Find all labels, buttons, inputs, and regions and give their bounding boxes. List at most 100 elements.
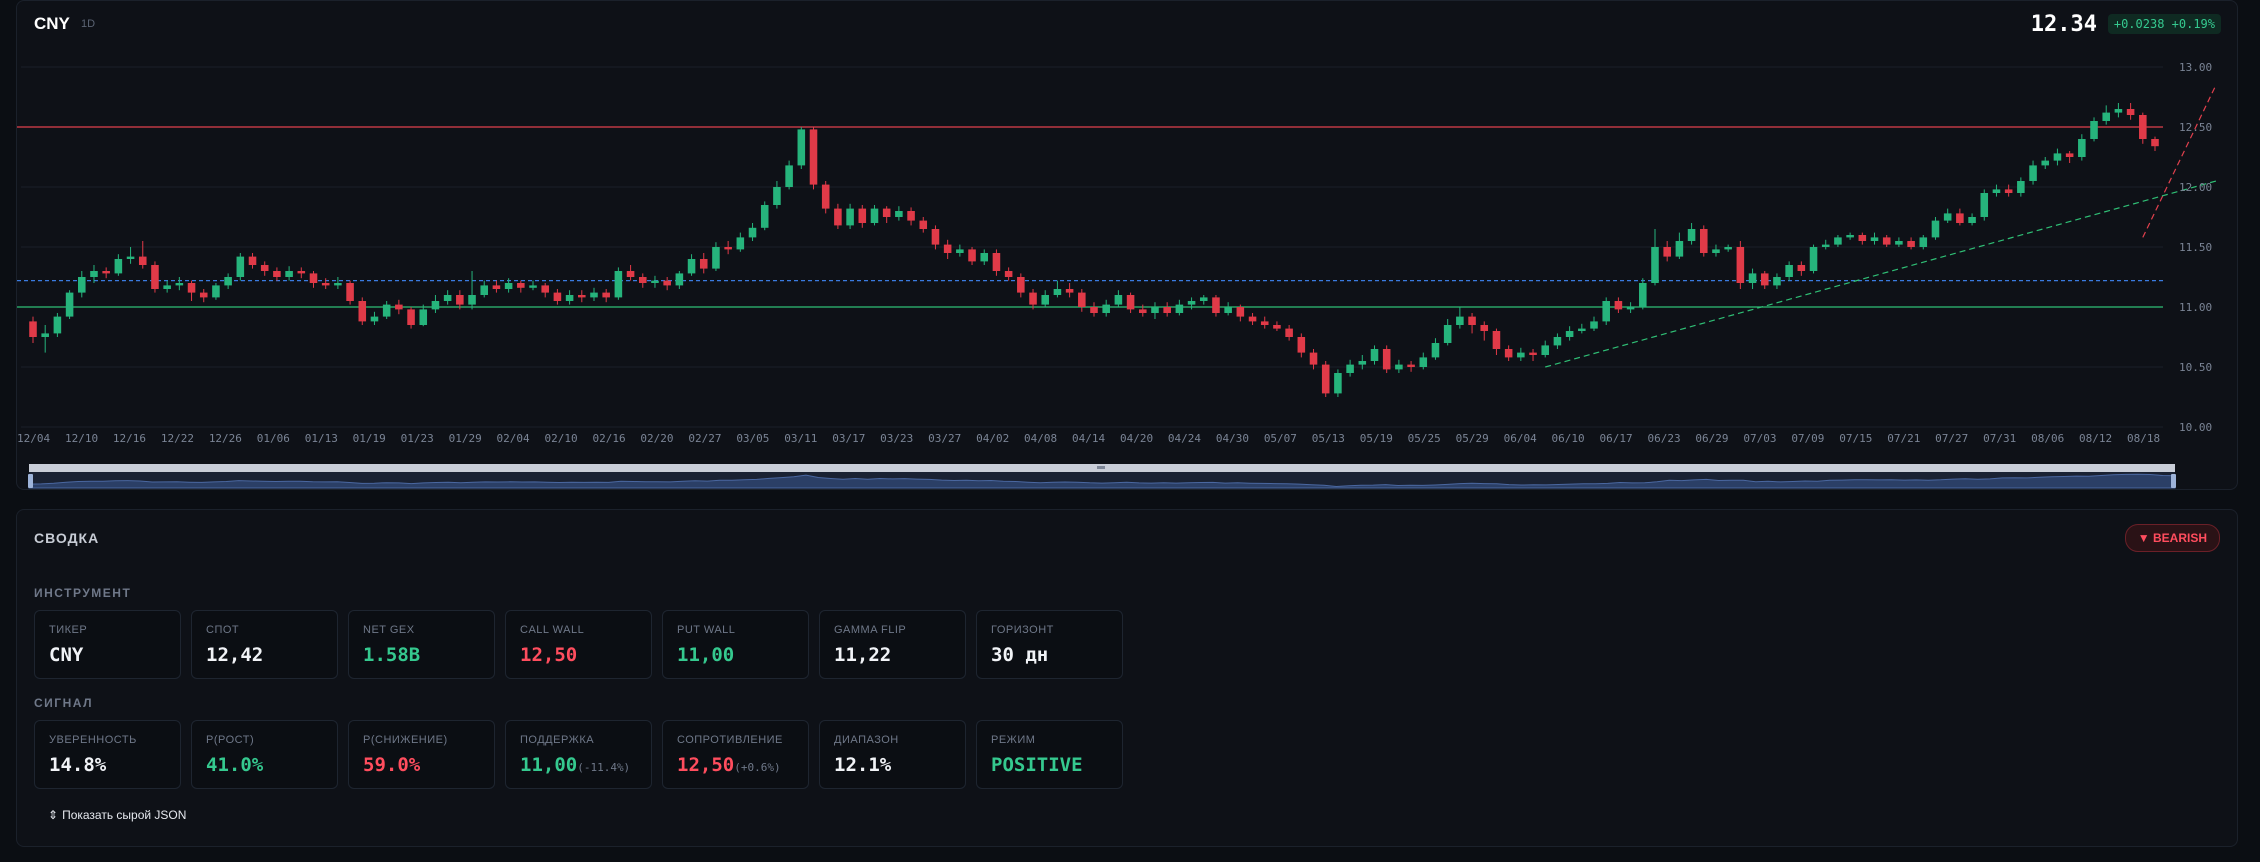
candle: [309, 271, 318, 288]
candle: [480, 280, 489, 298]
metric-value: POSITIVE: [991, 754, 1108, 776]
candle: [1931, 217, 1940, 240]
price-change-badge: +0.0238 +0.19%: [2107, 14, 2221, 34]
metric-card: ТИКЕР CNY: [34, 610, 181, 679]
candle: [1748, 268, 1757, 289]
navigator-right-handle[interactable]: [2171, 474, 2176, 488]
x-tick-label: 07/03: [1743, 432, 1776, 445]
candle: [456, 290, 464, 310]
candle: [1943, 208, 1952, 223]
candle: [1895, 237, 1903, 247]
candle: [151, 261, 159, 293]
candle: [895, 206, 903, 221]
candle: [1443, 319, 1452, 346]
candle: [1663, 241, 1671, 262]
candle: [1224, 302, 1232, 316]
y-tick-label: 11.00: [2179, 301, 2212, 314]
candle: [1212, 295, 1220, 317]
candle: [1541, 340, 1550, 358]
metric-value-text: 1.58B: [363, 644, 421, 666]
candle: [1285, 325, 1293, 341]
candle: [419, 304, 428, 327]
x-tick-label: 02/20: [640, 432, 673, 445]
candle: [1919, 235, 1928, 250]
interval-label[interactable]: 1D: [81, 18, 96, 30]
metric-value: 12,42: [206, 644, 323, 666]
x-tick-label: 05/07: [1264, 432, 1297, 445]
price-chart[interactable]: 13.00 12.50 12.00 11.50 11.00 10.50 10.00 12/0…: [17, 1, 2238, 490]
candle: [1712, 244, 1720, 257]
candle: [980, 249, 989, 265]
candle: [1797, 261, 1806, 276]
chart-header: CNY 1D 12.34 +0.0238 +0.19%: [17, 1, 2237, 47]
x-tick-label: 06/29: [1695, 432, 1728, 445]
navigator-grip-icon[interactable]: [1097, 466, 1105, 469]
candle: [468, 271, 476, 310]
metric-value-text: CNY: [49, 644, 84, 666]
metric-value: 11,00(-11.4%): [520, 754, 637, 776]
instrument-section-label: ИНСТРУМЕНТ: [34, 586, 132, 600]
candle: [1736, 241, 1745, 289]
candle: [1809, 244, 1818, 274]
candle: [41, 325, 49, 353]
candle: [1114, 290, 1123, 307]
metric-card: NET GEX 1.58B: [348, 610, 495, 679]
bias-label: BEARISH: [2152, 531, 2207, 545]
candle: [1004, 267, 1013, 281]
candle: [1041, 290, 1049, 307]
candle: [2139, 112, 2147, 144]
candle: [760, 201, 769, 231]
candle: [504, 278, 513, 293]
y-tick-label: 10.00: [2179, 421, 2212, 434]
candle: [821, 181, 830, 214]
signal-section-label: СИГНАЛ: [34, 696, 93, 710]
metric-value: 11,22: [834, 644, 951, 666]
candle: [541, 283, 549, 298]
navigator-left-handle[interactable]: [28, 474, 33, 488]
last-price: 12.34: [2030, 12, 2097, 37]
candle: [663, 277, 671, 291]
candle: [1126, 292, 1135, 313]
candle: [1590, 316, 1598, 331]
candle: [1017, 273, 1025, 298]
candle: [334, 277, 342, 289]
metric-card: УВЕРЕННОСТЬ 14.8%: [34, 720, 181, 789]
metric-card: СОПРОТИВЛЕНИЕ 12,50(+0.6%): [662, 720, 809, 789]
candle: [1614, 297, 1623, 313]
candle: [187, 280, 196, 301]
metric-label: ДИАПАЗОН: [834, 734, 899, 746]
candle: [1187, 297, 1196, 310]
candle: [346, 280, 354, 305]
candle: [1529, 349, 1537, 361]
candle: [590, 287, 598, 301]
metric-value: 14.8%: [49, 754, 166, 776]
x-tick-label: 04/20: [1120, 432, 1153, 445]
candle: [1626, 302, 1635, 313]
candle: [919, 217, 928, 233]
candle: [992, 249, 1001, 276]
show-raw-json-button[interactable]: ⇕ Показать сырой JSON: [48, 808, 186, 822]
metric-card: ДИАПАЗОН 12.1%: [819, 720, 966, 789]
candle: [834, 203, 842, 229]
candle: [1821, 239, 1830, 250]
candle: [712, 242, 720, 271]
candle: [943, 239, 952, 259]
candle: [1907, 237, 1915, 250]
x-tick-label: 04/14: [1072, 432, 1105, 445]
candle: [1456, 307, 1464, 329]
candle: [273, 267, 281, 281]
y-tick-label: 12.00: [2179, 181, 2212, 194]
metric-value: 11,00: [677, 644, 794, 666]
candle: [2126, 103, 2135, 120]
metric-card: СПОТ 12,42: [191, 610, 338, 679]
candle: [2065, 151, 2074, 163]
candle: [1139, 304, 1147, 317]
x-tick-label: 05/29: [1456, 432, 1489, 445]
metric-value-text: 11,22: [834, 644, 892, 666]
range-navigator[interactable]: [28, 464, 2176, 489]
metric-value-text: 12,42: [206, 644, 264, 666]
candle: [248, 253, 257, 269]
instrument-cards: ТИКЕР CNY СПОТ 12,42 NET GEX 1.58B CALL WALL 12…: [34, 610, 1123, 679]
candle: [748, 223, 757, 241]
candle: [370, 311, 379, 325]
